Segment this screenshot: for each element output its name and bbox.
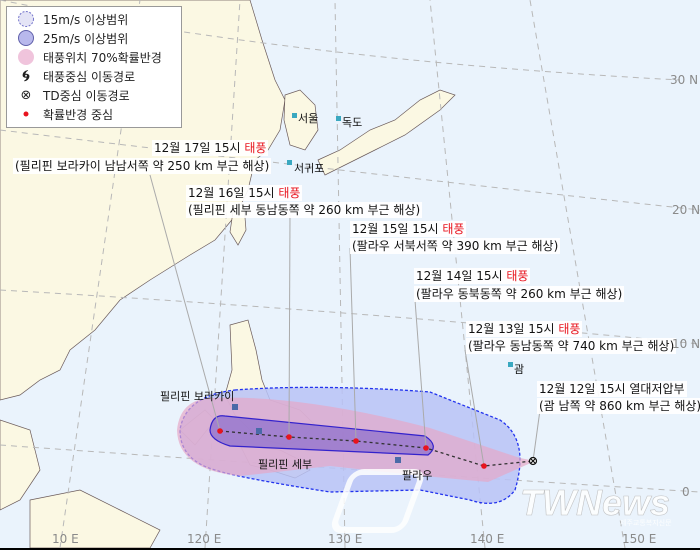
place-label: 서귀포 <box>294 162 325 175</box>
track-point <box>481 463 487 469</box>
lat-label: 30 N <box>670 73 699 87</box>
watermark-logo: TWNews 제주교통복지신문 <box>331 469 672 533</box>
place-label: 필리핀 보라카이 <box>160 390 235 403</box>
legend-item: 25m/s 이상범위 <box>15 29 128 47</box>
place-label: 괌 <box>514 363 525 376</box>
typhoon-icon: 🌀︎ <box>22 66 30 85</box>
forecast-desc: (괌 남쪽 약 860 km 부근 해상) <box>537 398 700 414</box>
legend-label: 확률반경 중심 <box>43 107 114 122</box>
15ms-range-icon <box>15 10 37 28</box>
lon-label: 130 E <box>328 532 363 546</box>
forecast-desc: (팔라우 서북서쪽 약 390 km 부근 해상) <box>350 238 561 254</box>
legend-label: 25m/s 이상범위 <box>43 31 129 46</box>
legend-item: 태풍위치 70%확률반경 <box>15 48 162 66</box>
forecast-desc: (팔라우 동남동쪽 약 740 km 부근 해상) <box>466 338 677 354</box>
circled-x-icon: ⊗ <box>20 87 32 103</box>
lat-label: 10 N <box>672 337 700 351</box>
legend-label: 태풍위치 70%확률반경 <box>43 50 162 65</box>
legend-label: 태풍중심 이동경로 <box>43 69 136 84</box>
probability-radius-icon <box>15 48 37 66</box>
lat-label: 0 <box>682 485 690 499</box>
track-point <box>423 445 429 451</box>
legend-item: 🌀︎ 태풍중심 이동경로 <box>15 66 136 85</box>
svg-text:제주교통복지신문: 제주교통복지신문 <box>620 518 672 527</box>
legend-label: 15m/s 이상범위 <box>43 12 129 27</box>
place-label: 필리핀 세부 <box>258 458 313 471</box>
forecast-time: 12월 13일 15시 태풍 <box>466 321 583 337</box>
legend-item: 확률반경 중심 <box>15 105 113 123</box>
legend-label: TD중심 이동경로 <box>43 88 130 103</box>
forecast-time: 12월 15일 15시 태풍 <box>350 221 467 237</box>
forecast-time: 12월 16일 15시 태풍 <box>186 185 303 201</box>
25ms-range-icon <box>15 29 37 47</box>
lon-label: 10 E <box>52 532 79 546</box>
lon-label: 150 E <box>622 532 657 546</box>
td-symbol-icon <box>528 456 538 466</box>
red-dot-icon <box>15 110 37 118</box>
place-label: 팔라우 <box>402 469 433 482</box>
legend-item: ⊗ TD중심 이동경로 <box>15 86 130 104</box>
forecast-time: 12월 14일 15시 태풍 <box>414 268 531 284</box>
legend: 15m/s 이상범위 25m/s 이상범위 태풍위치 70%확률반경 🌀︎ 태풍… <box>6 6 182 128</box>
forecast-desc: (필리핀 보라카이 남남서쪽 약 250 km 부근 해상) <box>13 158 272 174</box>
lon-label: 140 E <box>470 532 505 546</box>
forecast-time: 12월 17일 15시 태풍 <box>152 140 269 156</box>
track-point <box>286 434 292 440</box>
track-point <box>217 428 223 434</box>
forecast-time: 12월 12일 15시 열대저압부 <box>537 381 687 397</box>
track-point <box>353 438 359 444</box>
lon-label: 120 E <box>187 532 222 546</box>
place-label: 독도 <box>342 116 363 129</box>
forecast-desc: (팔라우 동북동쪽 약 260 km 부근 해상) <box>414 286 625 302</box>
svg-text:TWNews: TWNews <box>520 482 670 523</box>
forecast-desc: (필리핀 세부 동남동쪽 약 260 km 부근 해상) <box>186 202 423 218</box>
legend-item: 15m/s 이상범위 <box>15 10 128 28</box>
place-label: 서울 <box>298 112 319 125</box>
25ms-range-area <box>209 415 434 456</box>
lat-label: 20 N <box>672 203 700 217</box>
